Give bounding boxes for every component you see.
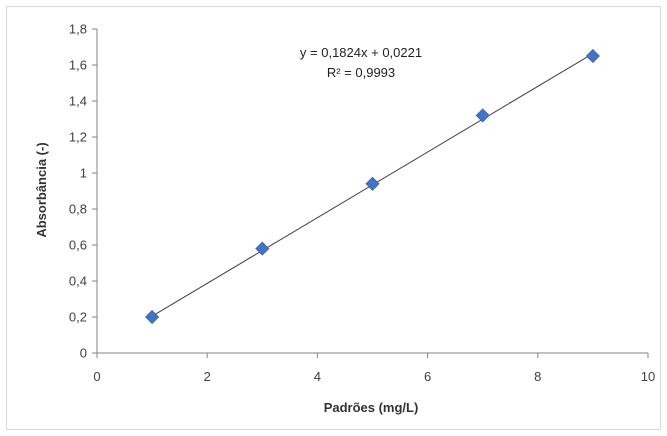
x-axis-title: Padrões (mg/L) bbox=[324, 400, 419, 415]
y-tick-label: 0 bbox=[80, 346, 87, 361]
x-tick-label: 6 bbox=[424, 369, 431, 384]
x-tick-label: 2 bbox=[204, 369, 211, 384]
y-tick-label: 0,8 bbox=[69, 202, 87, 217]
trendline-equation: y = 0,1824x + 0,0221 bbox=[300, 45, 422, 60]
data-point bbox=[365, 176, 380, 191]
chart-frame bbox=[6, 6, 661, 430]
y-tick-label: 0,4 bbox=[69, 274, 87, 289]
data-points bbox=[145, 48, 600, 325]
y-tick-label: 1 bbox=[80, 166, 87, 181]
data-point bbox=[255, 241, 270, 256]
y-axis-title: Absorbância (-) bbox=[34, 142, 49, 237]
trendline-r-squared: R² = 0,9993 bbox=[327, 65, 395, 80]
y-tick-label: 1,6 bbox=[69, 58, 87, 73]
data-point bbox=[585, 48, 600, 64]
y-tick-label: 1,2 bbox=[69, 130, 87, 145]
y-tick-label: 0,2 bbox=[69, 310, 87, 325]
y-tick-label: 1,8 bbox=[69, 22, 87, 37]
x-tick-label: 4 bbox=[314, 369, 321, 384]
x-tick-label: 10 bbox=[641, 369, 655, 384]
y-tick-label: 1,4 bbox=[69, 94, 87, 109]
y-tick-label: 0,6 bbox=[69, 238, 87, 253]
axes bbox=[92, 28, 649, 358]
y-tick-labels: 0 0,2 0,4 0,6 0,8 1 1,2 1,4 1,6 1,8 bbox=[69, 22, 87, 361]
data-point bbox=[475, 108, 490, 123]
x-tick-label: 0 bbox=[93, 369, 100, 384]
x-tick-label: 8 bbox=[534, 369, 541, 384]
x-tick-labels: 0 2 4 6 8 10 bbox=[93, 369, 655, 384]
data-point bbox=[145, 309, 160, 325]
